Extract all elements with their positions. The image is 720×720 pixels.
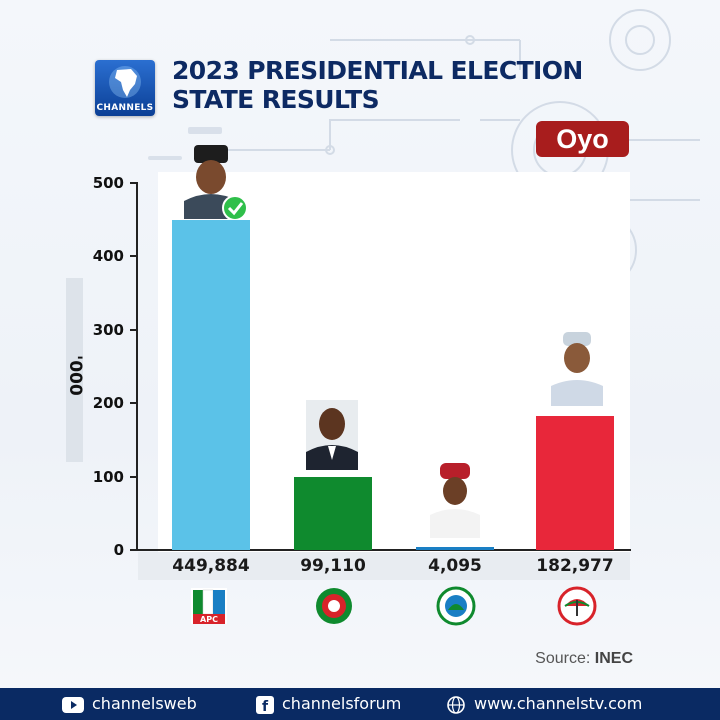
- y-tick-label: 100: [92, 467, 124, 486]
- value-label-pdp: 182,977: [536, 556, 614, 576]
- apc-logo-icon: APC: [191, 588, 227, 624]
- candidate-photo-pdp: [551, 332, 603, 406]
- youtube-icon: [62, 696, 84, 713]
- source-label: Source:: [535, 650, 591, 667]
- candidate-photo-lp: [306, 400, 358, 470]
- x-axis-line: [136, 549, 631, 551]
- y-tick-mark: [130, 328, 138, 331]
- y-tick-label: 400: [92, 247, 124, 266]
- y-tick-label: 300: [92, 320, 124, 339]
- pdp-logo-icon: [557, 586, 597, 626]
- lp-logo-icon: [316, 588, 352, 624]
- y-tick-mark: [130, 255, 138, 258]
- y-tick-mark: [130, 549, 138, 551]
- title-line-2: STATE RESULTS: [172, 85, 380, 114]
- y-tick-label: 500: [92, 174, 124, 192]
- title-line-1: 2023 PRESIDENTIAL ELECTION: [172, 56, 583, 85]
- y-axis-label: '000: [65, 355, 85, 396]
- logo-text: CHANNELS: [96, 103, 154, 113]
- y-tick-mark: [130, 402, 138, 405]
- green-checkmark-icon: [222, 195, 248, 219]
- footer-facebook[interactable]: f channelsforum: [256, 694, 401, 714]
- page-title: 2023 PRESIDENTIAL ELECTION STATE RESULTS: [172, 56, 583, 114]
- nnpp-logo-icon: [436, 586, 476, 626]
- footer-website[interactable]: www.channelstv.com: [446, 694, 642, 715]
- bar-apc: [172, 219, 250, 550]
- source-note: Source: INEC: [535, 650, 633, 668]
- y-tick-mark: [130, 475, 138, 478]
- value-label-apc: 449,884: [172, 556, 250, 576]
- value-label-lp: 99,110: [300, 556, 366, 576]
- y-axis-label-band: [66, 278, 83, 462]
- bar-lp: [294, 477, 372, 550]
- facebook-handle: channelsforum: [282, 694, 402, 713]
- state-badge: Oyo: [536, 121, 629, 157]
- footer-bar: channelsweb f channelsforum www.channels…: [0, 688, 720, 720]
- candidate-photo-nnpp: [430, 463, 480, 538]
- bar-nnpp: [416, 546, 494, 550]
- y-tick-label: 200: [92, 394, 124, 413]
- source-value: INEC: [594, 650, 633, 667]
- svg-text:APC: APC: [200, 615, 218, 624]
- website-url: www.channelstv.com: [474, 694, 643, 713]
- value-label-nnpp: 4,095: [428, 556, 482, 576]
- facebook-icon: f: [256, 695, 274, 714]
- y-tick-mark: [130, 182, 138, 184]
- globe-icon: [447, 695, 465, 714]
- channels-logo: CHANNELS: [95, 60, 155, 116]
- youtube-handle: channelsweb: [92, 694, 197, 713]
- y-axis-line: [136, 183, 138, 551]
- candidate-photo-apc: [184, 145, 248, 219]
- svg-text:f: f: [262, 699, 269, 714]
- y-tick-label: 0: [113, 541, 124, 559]
- footer-youtube[interactable]: channelsweb: [62, 694, 197, 714]
- value-label-row: [138, 552, 630, 580]
- bar-pdp: [536, 415, 614, 550]
- africa-map-icon: [109, 66, 141, 98]
